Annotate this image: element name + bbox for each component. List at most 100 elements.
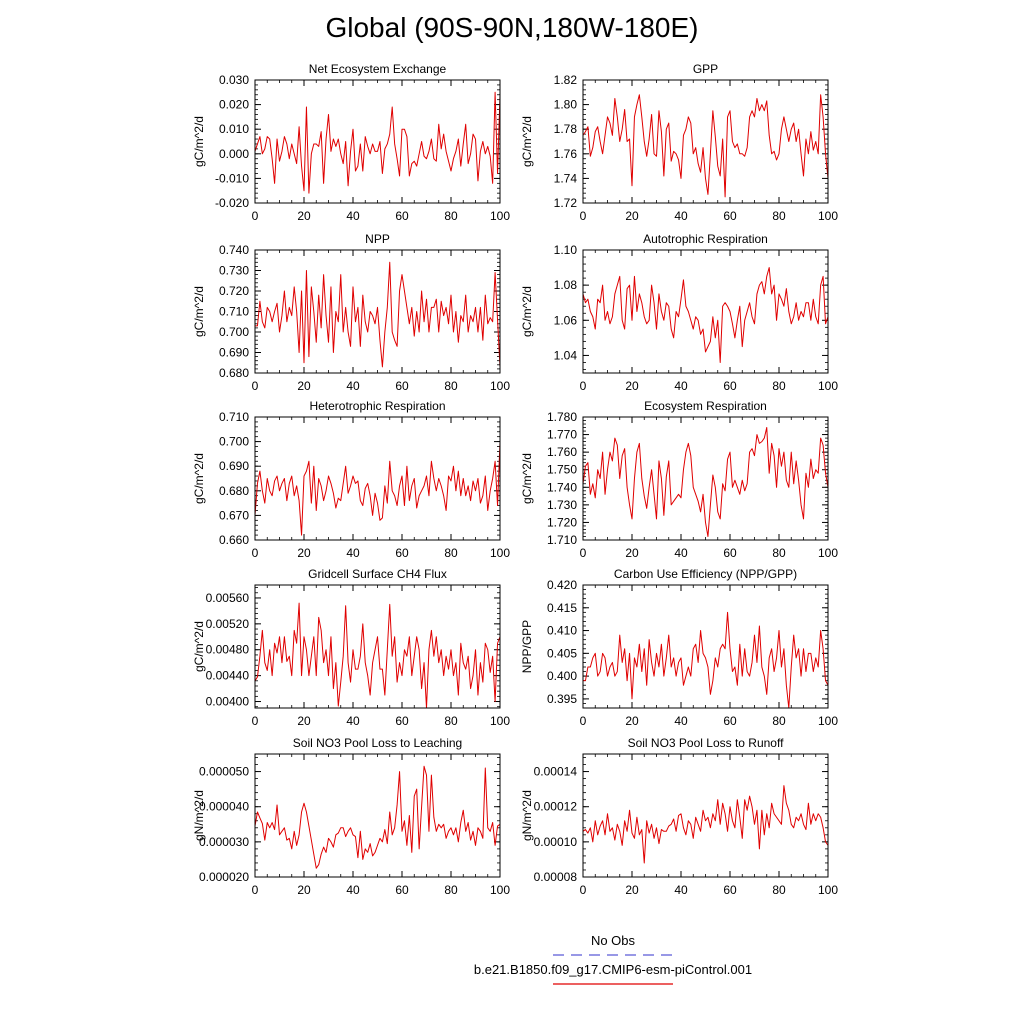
y-tick-label: 0.700 [219, 325, 249, 339]
x-tick-label: 40 [674, 209, 688, 223]
x-tick-label: 60 [723, 546, 737, 560]
chart-panel: Carbon Use Efficiency (NPP/GPP) NPP/GPP 0 2… [520, 567, 838, 728]
chart-panel: NPP gC/m^2/d 0 20 40 60 80 100 0.680 0.690 0.700 0.… [192, 232, 510, 393]
y-tick-label: 0.720 [219, 284, 249, 298]
y-axis-label: gN/m^2/d [192, 790, 206, 841]
y-tick-label: 0.730 [219, 264, 249, 278]
x-tick-label: 0 [252, 379, 259, 393]
x-tick-label: 80 [772, 379, 786, 393]
x-tick-label: 100 [818, 714, 838, 728]
chart-panel: Soil NO3 Pool Loss to Leaching gN/m^2/d 0 2… [192, 736, 510, 897]
x-tick-label: 20 [625, 379, 639, 393]
y-tick-label: 0.000030 [199, 835, 249, 849]
y-tick-label: 0.00014 [534, 765, 578, 779]
x-tick-label: 100 [490, 379, 510, 393]
chart-panel: Net Ecosystem Exchange gC/m^2/d 0 20 40 60 80 1… [192, 62, 510, 223]
chart-title: GPP [693, 62, 718, 76]
x-tick-label: 40 [674, 714, 688, 728]
series-line [254, 765, 501, 869]
x-tick-label: 100 [818, 883, 838, 897]
x-tick-label: 60 [395, 379, 409, 393]
x-tick-label: 20 [297, 209, 311, 223]
x-tick-label: 20 [625, 546, 639, 560]
y-tick-label: -0.010 [215, 171, 249, 185]
x-tick-label: 60 [723, 209, 737, 223]
plot-frame [254, 584, 501, 709]
chart-title: Gridcell Surface CH4 Flux [308, 567, 447, 581]
x-tick-label: 80 [444, 714, 458, 728]
x-tick-label: 0 [580, 883, 587, 897]
x-tick-label: 100 [818, 379, 838, 393]
y-tick-label: 0.010 [219, 122, 249, 136]
x-tick-label: 100 [490, 546, 510, 560]
series-line [254, 441, 501, 536]
x-tick-label: 0 [252, 209, 259, 223]
y-tick-label: 1.10 [554, 243, 578, 257]
y-tick-label: 0.700 [219, 435, 249, 449]
x-tick-label: 80 [444, 379, 458, 393]
y-tick-label: 0.710 [219, 410, 249, 424]
x-tick-label: 40 [346, 714, 360, 728]
y-axis-label: gC/m^2/d [520, 116, 534, 167]
plot-frame [254, 416, 501, 541]
y-tick-label: 1.770 [547, 428, 577, 442]
x-tick-label: 40 [674, 546, 688, 560]
y-axis-label: NPP/GPP [520, 620, 534, 673]
y-tick-label: 1.80 [554, 98, 578, 112]
x-tick-label: 100 [490, 883, 510, 897]
x-tick-label: 40 [346, 209, 360, 223]
plot-frame [582, 753, 829, 878]
y-tick-label: 0.00400 [206, 695, 250, 709]
x-tick-label: 20 [625, 714, 639, 728]
chart-panel: Soil NO3 Pool Loss to Runoff gN/m^2/d 0 20 4… [520, 736, 838, 897]
y-axis-label: gC/m^2/d [520, 453, 534, 504]
y-tick-label: 0.410 [547, 624, 577, 638]
x-tick-label: 0 [580, 714, 587, 728]
chart-title: NPP [365, 232, 390, 246]
plot-frame [582, 416, 829, 541]
page-title: Global (90S-90N,180W-180E) [325, 12, 699, 43]
y-axis-label: gC/m^2/d [192, 453, 206, 504]
y-tick-label: 1.720 [547, 515, 577, 529]
y-tick-label: 0.00480 [206, 643, 250, 657]
x-tick-label: 0 [252, 883, 259, 897]
plot-frame [582, 249, 829, 374]
plot-frame [582, 584, 829, 709]
y-tick-label: 1.74 [554, 171, 578, 185]
x-tick-label: 100 [490, 209, 510, 223]
x-tick-label: 60 [395, 209, 409, 223]
y-tick-label: 0.680 [219, 366, 249, 380]
y-tick-label: 0.000040 [199, 800, 249, 814]
x-tick-label: 20 [625, 209, 639, 223]
y-tick-label: 0.415 [547, 601, 577, 615]
x-tick-label: 20 [297, 883, 311, 897]
chart-panel: Heterotrophic Respiration gC/m^2/d 0 20 40 60… [192, 399, 510, 560]
y-axis-label: gN/m^2/d [520, 790, 534, 841]
y-tick-label: 0.400 [547, 669, 577, 683]
y-tick-label: 0.00440 [206, 669, 250, 683]
series-line [254, 602, 501, 709]
y-tick-label: 0.00010 [534, 835, 578, 849]
chart-title: Carbon Use Efficiency (NPP/GPP) [614, 567, 797, 581]
series-line [254, 91, 501, 194]
y-tick-label: 0.740 [219, 243, 249, 257]
y-tick-label: 0.690 [219, 459, 249, 473]
plot-frame [254, 249, 501, 374]
y-tick-label: 1.04 [554, 348, 578, 362]
y-tick-label: 1.78 [554, 122, 578, 136]
chart-title: Soil NO3 Pool Loss to Runoff [628, 736, 785, 750]
x-tick-label: 80 [772, 714, 786, 728]
x-tick-label: 20 [625, 883, 639, 897]
y-tick-label: 1.72 [554, 196, 578, 210]
y-tick-label: 0.00520 [206, 617, 250, 631]
y-axis-label: gC/m^2/d [192, 286, 206, 337]
chart-title: Net Ecosystem Exchange [309, 62, 447, 76]
y-tick-label: 0.405 [547, 646, 577, 660]
y-tick-label: 0.420 [547, 578, 577, 592]
y-tick-label: 0.00008 [534, 870, 578, 884]
x-tick-label: 100 [490, 714, 510, 728]
y-tick-label: 0.660 [219, 533, 249, 547]
y-tick-label: 0.395 [547, 692, 577, 706]
x-tick-label: 80 [772, 546, 786, 560]
